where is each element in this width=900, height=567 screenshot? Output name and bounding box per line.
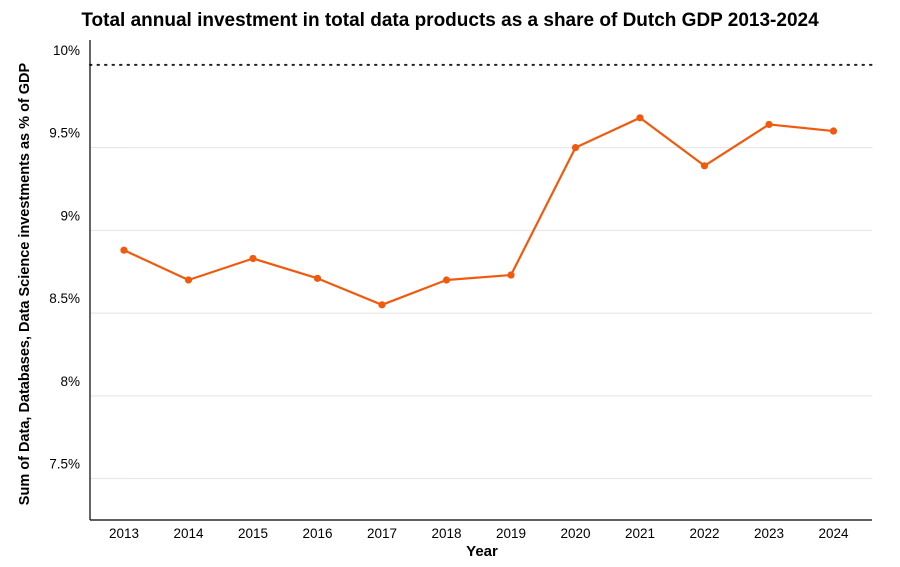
y-tick-label: 9% xyxy=(60,208,80,223)
axes xyxy=(89,40,872,521)
y-tick-label: 7.5% xyxy=(49,457,80,472)
y-tick-label: 8% xyxy=(60,374,80,389)
y-tick-label: 8.5% xyxy=(49,291,80,306)
data-point xyxy=(765,120,773,129)
series-group xyxy=(120,114,838,309)
x-tick-labels: 2013 2014 2015 2016 2017 2018 2019 2020 2021 2022… xyxy=(109,526,849,541)
data-point xyxy=(700,162,709,170)
x-axis-label: Year xyxy=(466,543,498,560)
data-point xyxy=(442,276,451,284)
chart-title: Total annual investment in total data pr… xyxy=(81,10,819,31)
x-tick-label: 2021 xyxy=(625,526,655,541)
x-tick-label: 2014 xyxy=(173,526,204,541)
x-tick-label: 2018 xyxy=(431,526,461,541)
data-point xyxy=(636,114,644,122)
grid-lines xyxy=(89,63,873,480)
x-tick-label: 2015 xyxy=(238,526,268,541)
x-tick-label: 2016 xyxy=(302,526,332,541)
x-tick-label: 2024 xyxy=(818,526,849,541)
x-tick-label: 2019 xyxy=(496,526,526,541)
data-point xyxy=(378,301,386,309)
data-point xyxy=(571,143,580,152)
x-tick-label: 2022 xyxy=(689,526,719,541)
x-tick-label: 2013 xyxy=(109,526,139,541)
y-tick-label: 10% xyxy=(53,43,80,58)
y-tick-labels: 7.5% 8% 8.5% 9% 9.5% 10% xyxy=(49,43,80,472)
x-tick-label: 2023 xyxy=(754,526,784,541)
data-point xyxy=(184,276,193,284)
data-point xyxy=(829,127,838,135)
y-tick-label: 9.5% xyxy=(49,126,80,141)
series-line xyxy=(123,116,834,306)
data-point xyxy=(249,254,257,263)
data-point xyxy=(120,246,128,254)
x-tick-label: 2017 xyxy=(367,526,397,541)
data-point xyxy=(507,271,515,279)
x-tick-label: 2020 xyxy=(560,526,590,541)
data-point xyxy=(313,274,322,282)
